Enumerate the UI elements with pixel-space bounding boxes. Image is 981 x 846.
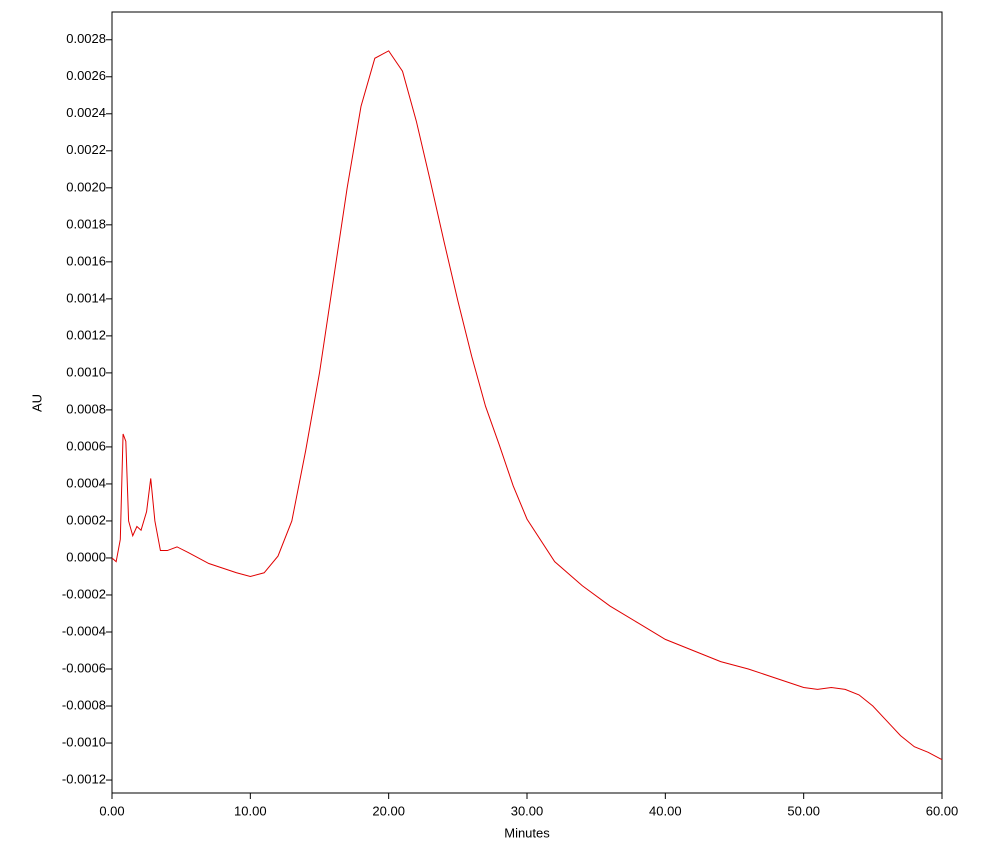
y-tick-label: 0.0024 <box>66 105 106 120</box>
y-tick-label: 0.0020 <box>66 179 106 194</box>
y-tick-label: 0.0010 <box>66 364 106 379</box>
y-tick-label: 0.0018 <box>66 216 106 231</box>
y-axis-label: AU <box>29 394 44 412</box>
y-tick-label: 0.0004 <box>66 475 106 490</box>
y-tick-label: 0.0026 <box>66 68 106 83</box>
y-tick-label: -0.0010 <box>62 734 106 749</box>
x-tick-label: 20.00 <box>372 803 405 818</box>
y-tick-label: -0.0004 <box>62 623 106 638</box>
y-tick-label: 0.0028 <box>66 31 106 46</box>
y-tick-label: -0.0006 <box>62 660 106 675</box>
x-tick-label: 60.00 <box>926 803 959 818</box>
x-tick-label: 0.00 <box>99 803 124 818</box>
y-tick-label: 0.0000 <box>66 549 106 564</box>
y-tick-label: -0.0008 <box>62 697 106 712</box>
x-tick-label: 10.00 <box>234 803 267 818</box>
x-tick-label: 30.00 <box>511 803 544 818</box>
y-tick-label: -0.0012 <box>62 771 106 786</box>
x-tick-label: 40.00 <box>649 803 682 818</box>
x-axis-label: Minutes <box>504 825 550 840</box>
plot-frame <box>111 11 943 794</box>
data-line <box>111 50 943 761</box>
y-tick-label: 0.0002 <box>66 512 106 527</box>
y-tick-label: -0.0002 <box>62 586 106 601</box>
y-tick-label: 0.0014 <box>66 290 106 305</box>
x-tick-label: 50.00 <box>787 803 820 818</box>
y-tick-label: 0.0008 <box>66 401 106 416</box>
y-tick-label: 0.0016 <box>66 253 106 268</box>
y-tick-label: 0.0006 <box>66 438 106 453</box>
y-tick-label: 0.0022 <box>66 142 106 157</box>
y-tick-label: 0.0012 <box>66 327 106 342</box>
